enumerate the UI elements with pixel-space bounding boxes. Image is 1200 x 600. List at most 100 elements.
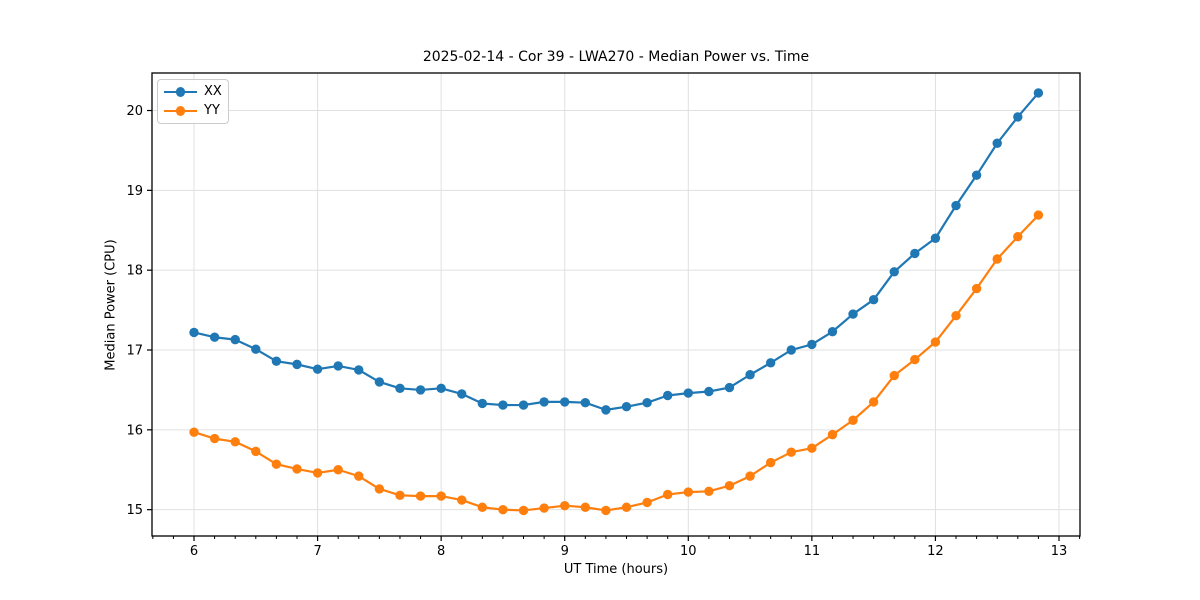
legend-item-xx: XX bbox=[164, 84, 228, 100]
series-xx-marker bbox=[745, 370, 755, 380]
series-xx-marker bbox=[395, 383, 405, 394]
series-yy-marker bbox=[786, 447, 796, 457]
series-yy-marker bbox=[415, 491, 426, 501]
series-yy-marker bbox=[745, 471, 755, 481]
series-xx-marker bbox=[477, 398, 488, 409]
series-yy-marker bbox=[848, 415, 858, 425]
series-xx-marker bbox=[910, 248, 920, 259]
x-tick-label: 8 bbox=[437, 544, 445, 559]
series-yy-marker bbox=[642, 497, 652, 508]
legend-label-xx: XX bbox=[204, 84, 222, 99]
series-xx-marker bbox=[333, 361, 343, 371]
series-xx-marker bbox=[724, 382, 735, 393]
series-yy-marker bbox=[1033, 210, 1044, 220]
series-yy-marker bbox=[683, 487, 693, 497]
series-xx-marker bbox=[230, 334, 240, 345]
series-xx-marker bbox=[992, 138, 1002, 148]
y-tick-label: 16 bbox=[126, 423, 143, 438]
series-yy-marker bbox=[621, 502, 632, 512]
series-xx-marker bbox=[457, 389, 467, 399]
x-tick-label: 11 bbox=[804, 544, 821, 559]
series-xx-marker bbox=[765, 358, 776, 368]
x-axis-label: UT Time (hours) bbox=[563, 562, 669, 577]
series-xx-marker bbox=[209, 332, 220, 342]
series-xx-marker bbox=[848, 309, 858, 319]
series-xx-marker bbox=[642, 397, 652, 408]
x-tick-label: 6 bbox=[190, 544, 198, 559]
series-xx-marker bbox=[374, 377, 385, 387]
series-yy-marker bbox=[312, 468, 323, 478]
series-xx-marker bbox=[827, 326, 838, 337]
series-yy-marker bbox=[518, 505, 529, 516]
series-yy-marker bbox=[354, 471, 364, 481]
series-xx-marker bbox=[292, 359, 302, 370]
series-yy-marker bbox=[951, 310, 961, 321]
series-xx-marker bbox=[560, 397, 570, 407]
series-xx-marker bbox=[354, 365, 364, 375]
series-yy-marker bbox=[498, 504, 508, 515]
series-xx-marker bbox=[271, 356, 282, 366]
series-yy-marker bbox=[477, 502, 488, 512]
y-tick-label: 18 bbox=[126, 264, 143, 279]
series-xx-marker bbox=[415, 385, 426, 395]
series-xx-marker bbox=[601, 405, 611, 415]
series-yy-marker bbox=[601, 505, 611, 516]
series-yy-marker bbox=[189, 427, 199, 437]
series-yy-marker bbox=[662, 489, 673, 500]
series-yy-marker bbox=[457, 495, 467, 505]
series-yy-marker bbox=[292, 464, 302, 474]
x-tick-label: 13 bbox=[1051, 544, 1068, 559]
y-tick-label: 17 bbox=[126, 344, 143, 359]
series-yy-marker bbox=[827, 429, 838, 440]
series-yy-marker bbox=[910, 354, 920, 365]
series-yy-marker bbox=[807, 443, 817, 453]
x-tick-label: 7 bbox=[313, 544, 321, 559]
legend-swatch-yy bbox=[164, 103, 197, 119]
legend: XX YY bbox=[157, 79, 229, 124]
series-yy-marker bbox=[209, 433, 220, 444]
series-yy-marker bbox=[930, 337, 941, 347]
y-tick-label: 15 bbox=[126, 503, 143, 518]
y-axis-label: Median Power (CPU) bbox=[103, 239, 119, 371]
legend-item-yy: YY bbox=[164, 103, 228, 119]
series-xx-marker bbox=[189, 327, 199, 338]
series-yy-marker bbox=[1013, 231, 1023, 242]
series-xx-marker bbox=[436, 383, 446, 394]
y-tick-label: 19 bbox=[126, 184, 143, 199]
x-tick-label: 10 bbox=[680, 544, 697, 559]
series-xx-marker bbox=[662, 390, 673, 401]
series-yy-marker bbox=[868, 397, 879, 407]
series-yy-marker bbox=[560, 500, 570, 511]
series-xx-marker bbox=[868, 295, 879, 305]
series-xx-marker bbox=[786, 345, 796, 355]
legend-label-yy: YY bbox=[204, 103, 220, 118]
x-tick-label: 9 bbox=[561, 544, 569, 559]
legend-swatch-xx bbox=[164, 84, 197, 100]
series-yy-marker bbox=[704, 486, 714, 496]
series-yy-marker bbox=[765, 457, 776, 468]
series-xx-marker bbox=[539, 397, 549, 407]
series-xx-marker bbox=[807, 339, 817, 350]
series-yy-marker bbox=[271, 459, 282, 469]
axes-spines bbox=[151, 72, 1081, 537]
legend-marker-sample-yy bbox=[175, 106, 186, 116]
series-yy-marker bbox=[436, 491, 446, 501]
series-xx-marker bbox=[312, 364, 323, 374]
series-yy-marker bbox=[724, 481, 735, 491]
chart-title: 2025-02-14 - Cor 39 - LWA270 - Median Po… bbox=[422, 49, 810, 65]
series-yy-marker bbox=[251, 446, 261, 457]
series-yy-marker bbox=[333, 465, 343, 475]
series-xx-marker bbox=[621, 401, 632, 412]
series-xx-marker bbox=[1033, 88, 1044, 98]
series-xx-marker bbox=[930, 233, 941, 243]
series-yy-marker bbox=[395, 490, 405, 500]
series-xx-marker bbox=[951, 200, 961, 211]
y-tick-label: 20 bbox=[126, 104, 143, 119]
series-xx-marker bbox=[889, 267, 899, 277]
series-yy-marker bbox=[971, 283, 982, 294]
series-yy-marker bbox=[889, 370, 899, 381]
x-tick-label: 12 bbox=[927, 544, 944, 559]
series-xx-marker bbox=[1013, 112, 1023, 122]
